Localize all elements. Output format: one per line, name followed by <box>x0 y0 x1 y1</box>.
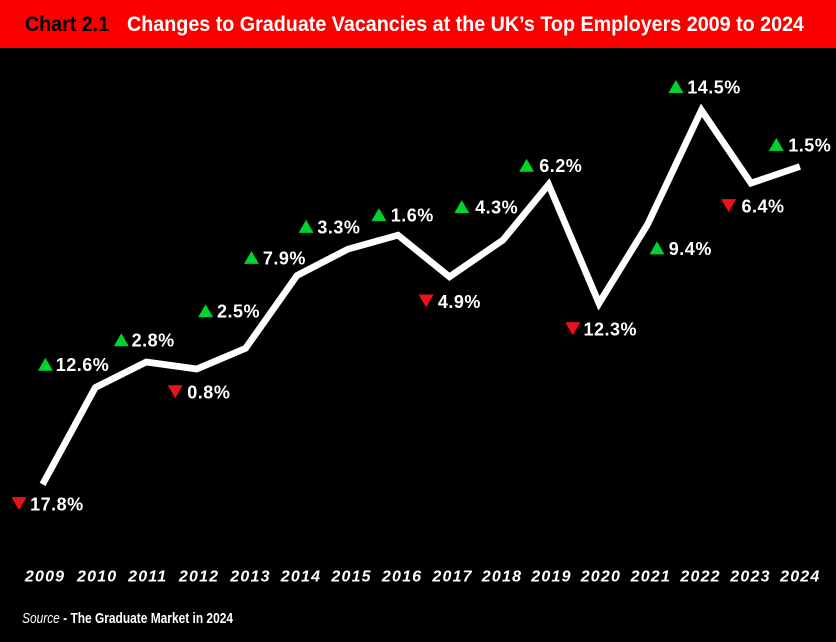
svg-text:2014: 2014 <box>280 569 321 586</box>
svg-text:2016: 2016 <box>381 569 422 586</box>
svg-text:14.5%: 14.5% <box>687 77 741 97</box>
svg-text:4.3%: 4.3% <box>475 198 518 218</box>
svg-text:2010: 2010 <box>76 569 117 586</box>
svg-text:2012: 2012 <box>178 569 219 586</box>
svg-text:4.9%: 4.9% <box>438 292 481 312</box>
svg-text:12.6%: 12.6% <box>56 355 110 375</box>
svg-text:17.8%: 17.8% <box>30 495 84 515</box>
svg-text:6.2%: 6.2% <box>539 156 582 176</box>
svg-text:2.5%: 2.5% <box>217 302 260 322</box>
svg-text:2022: 2022 <box>679 569 720 586</box>
svg-text:0.8%: 0.8% <box>187 383 230 403</box>
svg-text:6.4%: 6.4% <box>742 197 785 217</box>
svg-text:2020: 2020 <box>580 569 621 586</box>
svg-text:2019: 2019 <box>530 569 571 586</box>
svg-text:2015: 2015 <box>330 569 371 586</box>
svg-text:1.6%: 1.6% <box>391 206 434 226</box>
svg-text:2013: 2013 <box>229 569 270 586</box>
svg-text:Chart 2.1: Chart 2.1 <box>25 13 109 36</box>
svg-text:2.8%: 2.8% <box>132 331 175 351</box>
svg-text:1.5%: 1.5% <box>788 135 831 155</box>
svg-text:2024: 2024 <box>779 569 820 586</box>
svg-text:2021: 2021 <box>630 569 671 586</box>
svg-text:2023: 2023 <box>729 569 770 586</box>
svg-text:3.3%: 3.3% <box>317 217 360 237</box>
svg-text:9.4%: 9.4% <box>669 239 712 259</box>
svg-text:2018: 2018 <box>481 569 522 586</box>
svg-text:Changes to Graduate Vacancies: Changes to Graduate Vacancies at the UK’… <box>127 13 804 36</box>
svg-text:2017: 2017 <box>431 569 472 586</box>
svg-text:Source - The Graduate Market i: Source - The Graduate Market in 2024 <box>22 610 234 627</box>
svg-text:12.3%: 12.3% <box>584 320 638 340</box>
svg-text:2009: 2009 <box>24 569 65 586</box>
svg-text:2011: 2011 <box>127 569 167 586</box>
svg-text:7.9%: 7.9% <box>263 248 306 268</box>
